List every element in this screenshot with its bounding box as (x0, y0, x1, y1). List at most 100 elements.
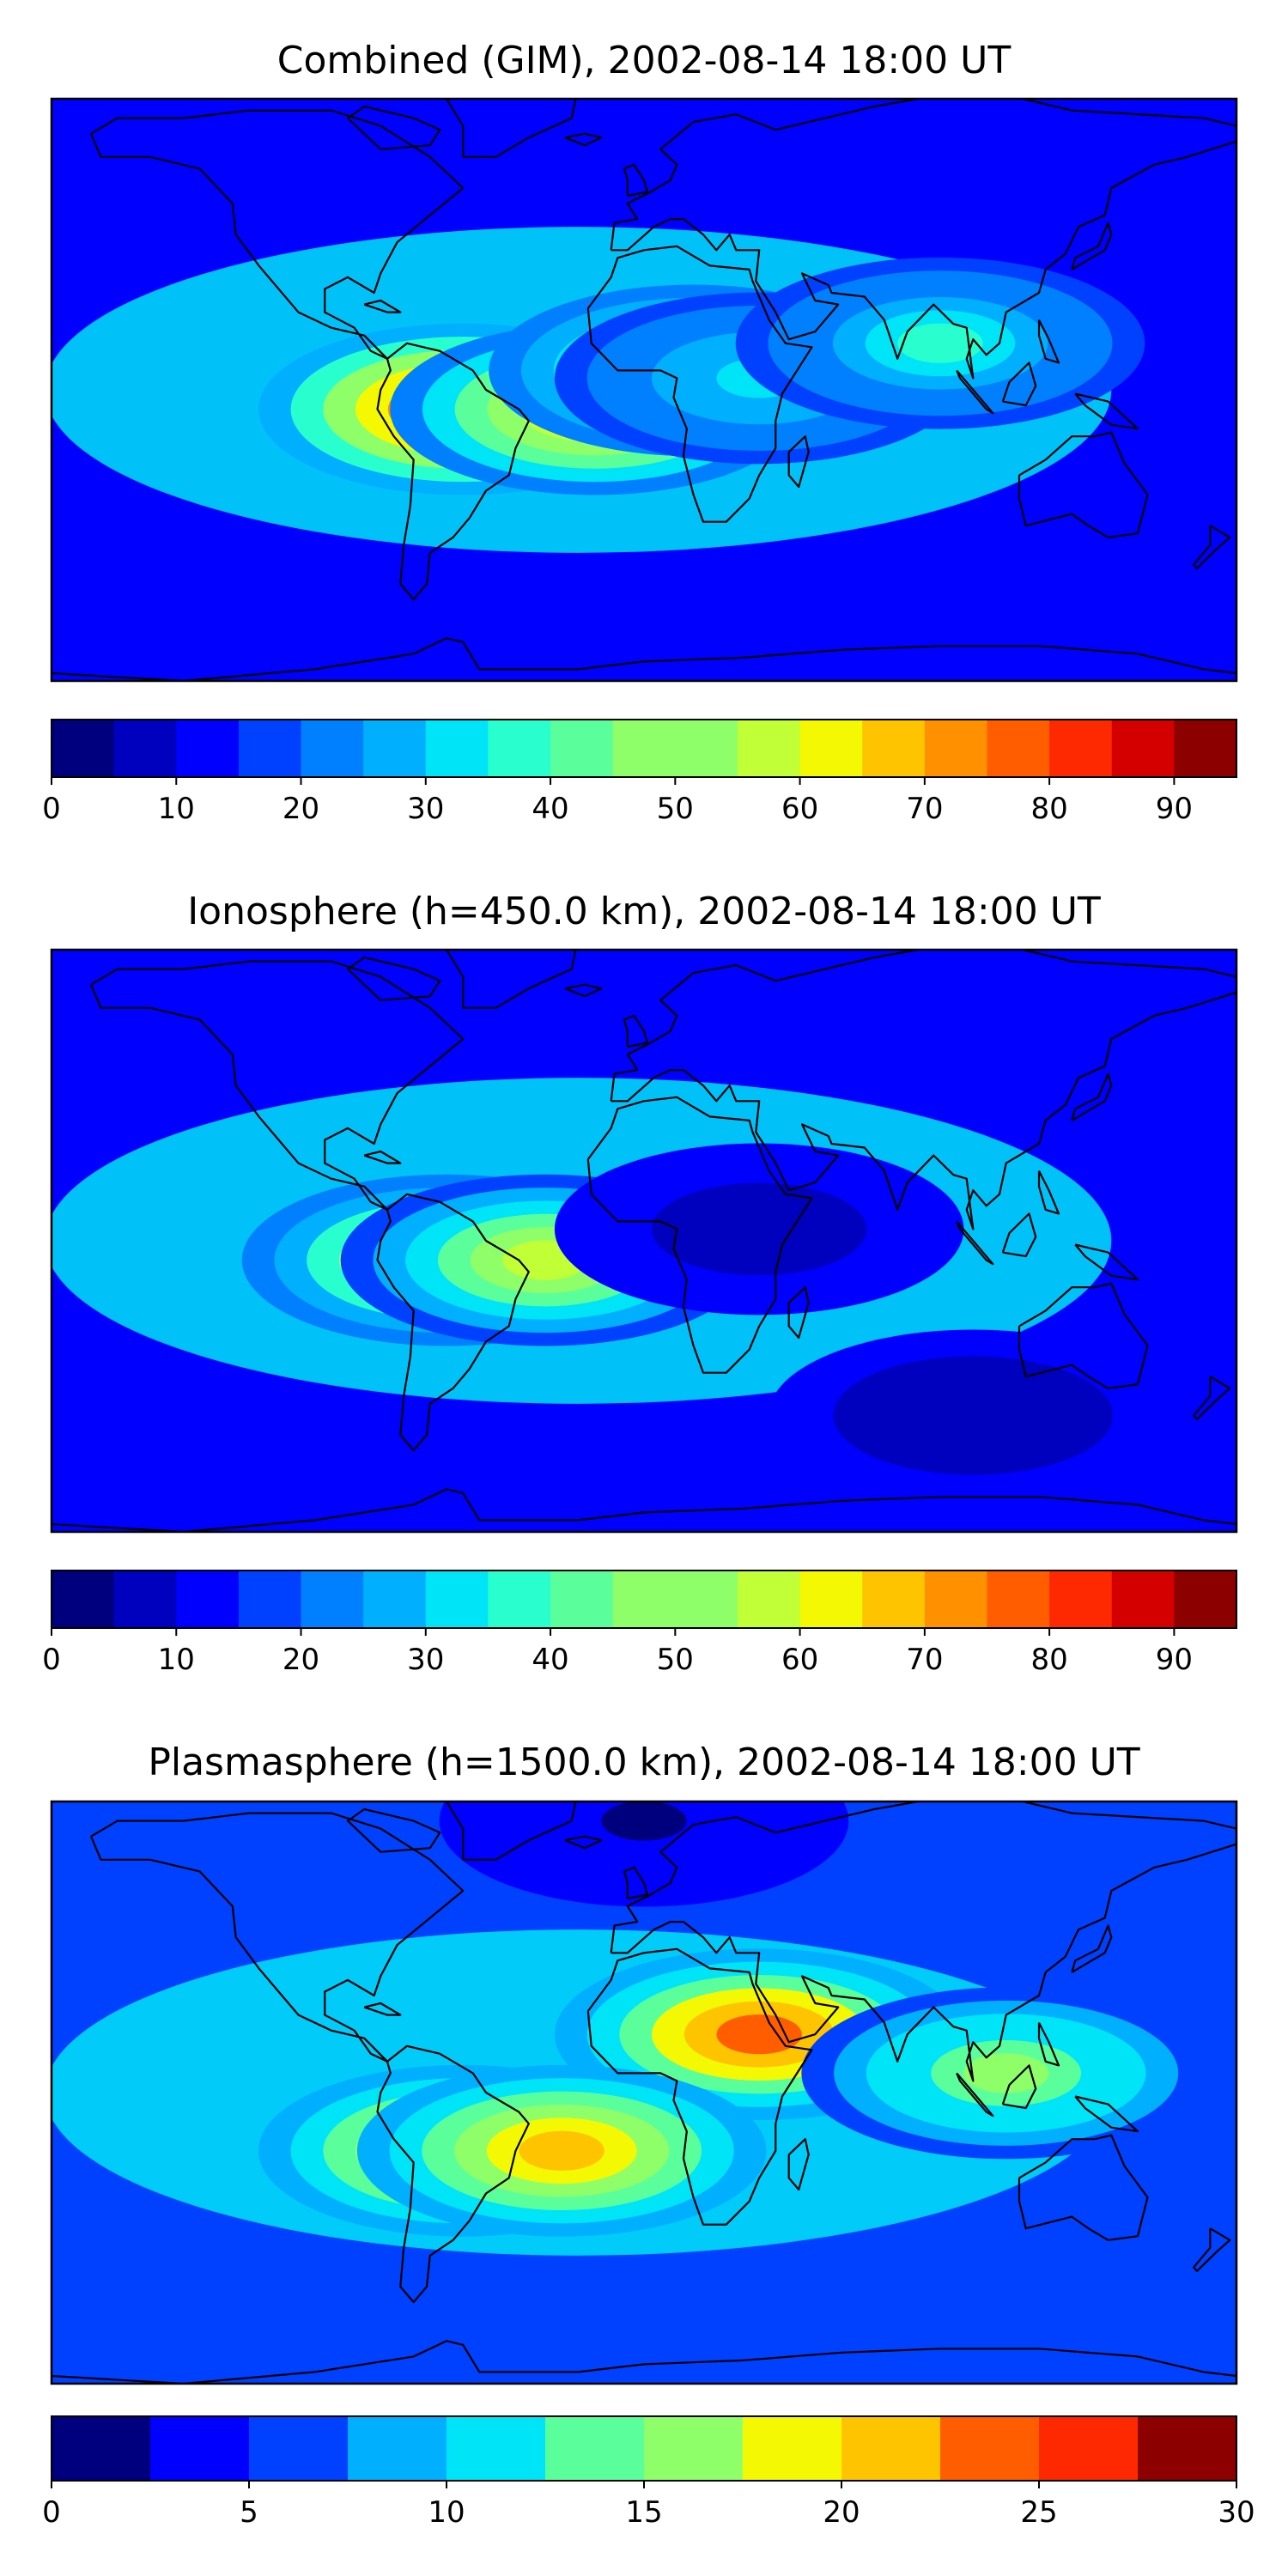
coastline-cuba (363, 299, 402, 313)
colorbar-tick-label: 25 (1020, 2495, 1057, 2530)
coastline-greenland (443, 950, 577, 1009)
field-contour-3-5 (963, 2053, 1049, 2093)
coastline-madagascar (787, 435, 810, 489)
panel-combined: Combined (GIM), 2002-08-14 18:00 UT 0 10 2… (42, 39, 1238, 826)
colorbar-segment (743, 2416, 842, 2481)
coastline-north-america (89, 109, 465, 360)
colorbar-segment (425, 720, 489, 777)
coastline-uk (623, 1014, 648, 1048)
coastline-baffin (346, 105, 441, 150)
colorbar-segment (176, 720, 240, 777)
colorbar-frame (51, 719, 1237, 778)
colorbar-tick-label: 15 (625, 2495, 662, 2530)
coastline-north-america (89, 1812, 465, 2063)
field-contour-4-5 (601, 1801, 687, 1841)
coastline-japan (1071, 222, 1113, 270)
colorbar-segment (1111, 1571, 1175, 1628)
coastline-africa (586, 245, 813, 523)
colorbar-segment (799, 1571, 863, 1628)
colorbar-tick-label: 40 (532, 1643, 568, 1677)
colorbar-segment (238, 1571, 302, 1628)
colorbar-tick-label: 10 (428, 2495, 465, 2530)
map-area (52, 1801, 1236, 2384)
coastline-new-zealand (1193, 2227, 1231, 2272)
map-frame (50, 1800, 1238, 2385)
panel-title: Plasmasphere (h=1500.0 km), 2002-08-14 1… (148, 1741, 1139, 1784)
field-contour-4-5 (897, 323, 983, 363)
colorbar-segment (841, 2416, 941, 2481)
coastline-borneo (1001, 2064, 1037, 2110)
coastline-eurasia (610, 1801, 1236, 2082)
colorbar-segment (924, 1571, 988, 1628)
coastline-south-america (376, 2044, 530, 2304)
colorbar-segment (447, 2416, 546, 2481)
coastline-south-america (376, 342, 530, 601)
tec-contour-field (52, 99, 1236, 681)
coastline-north-america (89, 960, 465, 1211)
colorbar-segment (176, 1571, 240, 1628)
coastline-borneo (1001, 361, 1037, 407)
colorbar-segment (52, 1571, 115, 1628)
coastline-new-zealand (1193, 525, 1231, 570)
colorbar-tick-label: 60 (781, 1643, 818, 1677)
coastline-cuba (363, 1150, 402, 1164)
coastline-south-america (376, 1193, 530, 1452)
coastline-eurasia (610, 99, 1236, 380)
colorbar-segment (612, 1571, 676, 1628)
coastline-uk (623, 1866, 648, 1900)
colorbar-segment (1111, 720, 1175, 777)
coastline-baffin (346, 956, 441, 1001)
colorbar-segment (550, 1571, 614, 1628)
coastline-japan (1071, 1924, 1113, 1973)
colorbar-tick-label: 0 (42, 2495, 61, 2530)
colorbar-segment (644, 2416, 744, 2481)
colorbar-tick-label: 70 (906, 1643, 943, 1677)
coastline-madagascar (787, 1286, 810, 1340)
coastline-philippines (1037, 2022, 1060, 2067)
colorbar-tick-label: 10 (158, 792, 195, 826)
coastline-new-zealand (1193, 1376, 1231, 1421)
colorbar-segment (52, 2416, 151, 2481)
coastline-greenland (443, 99, 577, 158)
coastline-australia (1018, 431, 1149, 538)
coastline-sumatra (956, 1220, 994, 1266)
coastline-new-guinea (1074, 392, 1139, 430)
coastline-philippines (1037, 1170, 1060, 1215)
colorbar-segment (924, 720, 988, 777)
colorbar-segment (675, 1571, 738, 1628)
colorbar-segment (1049, 1571, 1113, 1628)
colorbar-segment (987, 720, 1050, 777)
coastline-eurasia (610, 950, 1236, 1230)
colorbar-segment (488, 720, 551, 777)
colorbar-segment (737, 1571, 801, 1628)
tec-contour-field (52, 1801, 1236, 2384)
colorbar-tick-label: 5 (240, 2495, 258, 2530)
colorbar-segment (52, 720, 115, 777)
colorbar-segment (363, 1571, 427, 1628)
colorbar-segment (940, 2416, 1040, 2481)
colorbar-segment (1174, 1571, 1237, 1628)
coastline-sumatra (956, 369, 994, 415)
colorbar-tick-label: 20 (283, 1643, 319, 1677)
coastline-antarctica (52, 2340, 1236, 2384)
colorbar-segment (301, 720, 364, 777)
colorbar-segment (1138, 2416, 1237, 2481)
colorbar-tick-label: 80 (1030, 792, 1067, 826)
colorbar-tick-label: 90 (1156, 792, 1193, 826)
coastlines (52, 99, 1236, 681)
coastline-baffin (346, 1807, 441, 1853)
field-contour-2-5 (519, 2130, 605, 2171)
colorbar-segment (249, 2416, 349, 2481)
colorbar-segment (862, 720, 926, 777)
colorbar-tick-label: 0 (42, 1643, 61, 1677)
colorbar-segment (545, 2416, 645, 2481)
coastline-borneo (1001, 1212, 1037, 1258)
coastline-antarctica (52, 1488, 1236, 1532)
field-contour-3-5 (930, 1395, 1017, 1436)
colorbar-segment (425, 1571, 489, 1628)
coastline-philippines (1037, 319, 1060, 364)
coastline-australia (1018, 2134, 1149, 2241)
tec-contour-field (52, 950, 1236, 1532)
